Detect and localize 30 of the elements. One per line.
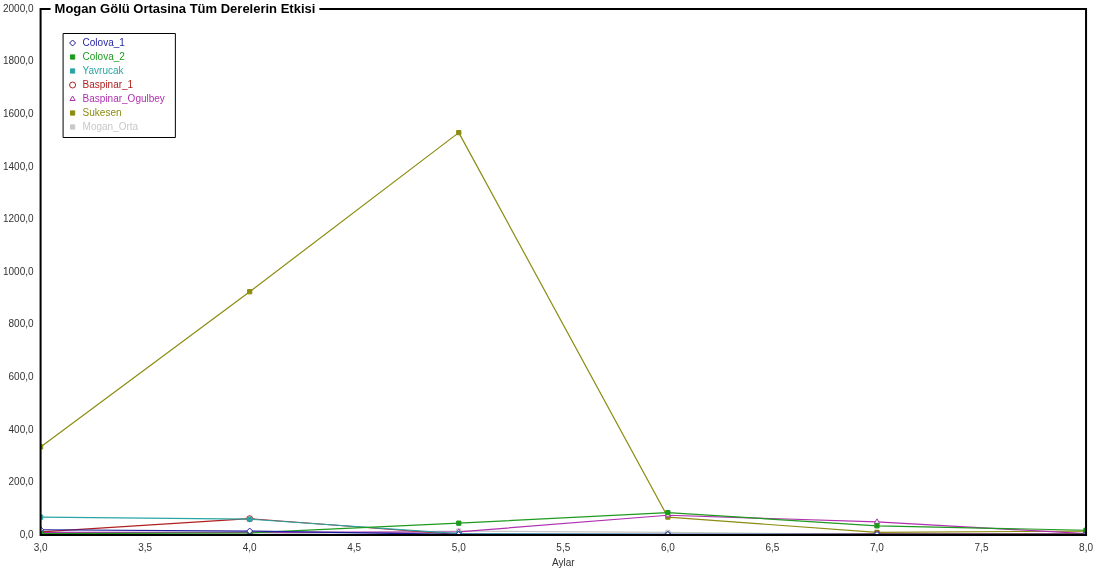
- y-tick-label: 1400,0: [2, 160, 35, 172]
- x-tick-label: 7,0: [870, 541, 885, 553]
- y-tick-label: 400,0: [8, 423, 35, 435]
- y-tick-label: 200,0: [8, 476, 35, 488]
- y-tick-label: 1600,0: [2, 107, 35, 119]
- legend-label: Yavrucak: [82, 64, 125, 76]
- legend-label: Colova_1: [82, 36, 126, 48]
- x-axis-title: Aylar: [552, 556, 576, 568]
- x-tick-label: 7,5: [974, 541, 989, 553]
- legend-label: Baspinar_Ogulbey: [82, 92, 165, 104]
- y-tick-label: 1200,0: [2, 213, 35, 225]
- legend-label: Colova_2: [82, 50, 126, 62]
- y-tick-label: 600,0: [8, 370, 35, 382]
- x-tick-label: 8,0: [1079, 541, 1094, 553]
- x-tick-label: 3,0: [33, 541, 48, 553]
- y-tick-label: 1800,0: [2, 55, 35, 67]
- y-tick-label: 1000,0: [2, 265, 35, 277]
- y-tick-label: 800,0: [8, 318, 35, 330]
- legend-label: Baspinar_1: [82, 78, 134, 90]
- x-tick-label: 5,5: [556, 541, 571, 553]
- x-tick-label: 4,0: [242, 541, 258, 553]
- x-tick-label: 6,5: [765, 541, 780, 553]
- y-tick-label: 0,0: [19, 528, 35, 540]
- x-tick-label: 6,0: [660, 541, 676, 553]
- x-tick-label: 3,5: [138, 541, 153, 553]
- x-tick-label: 4,5: [347, 541, 362, 553]
- chart-title: Mogan Gölü Ortasina Tüm Derelerin Etkisi: [54, 0, 316, 16]
- y-tick-label: 2000,0: [2, 2, 35, 14]
- legend-label: Sukesen: [82, 106, 122, 118]
- x-tick-label: 5,0: [451, 541, 467, 553]
